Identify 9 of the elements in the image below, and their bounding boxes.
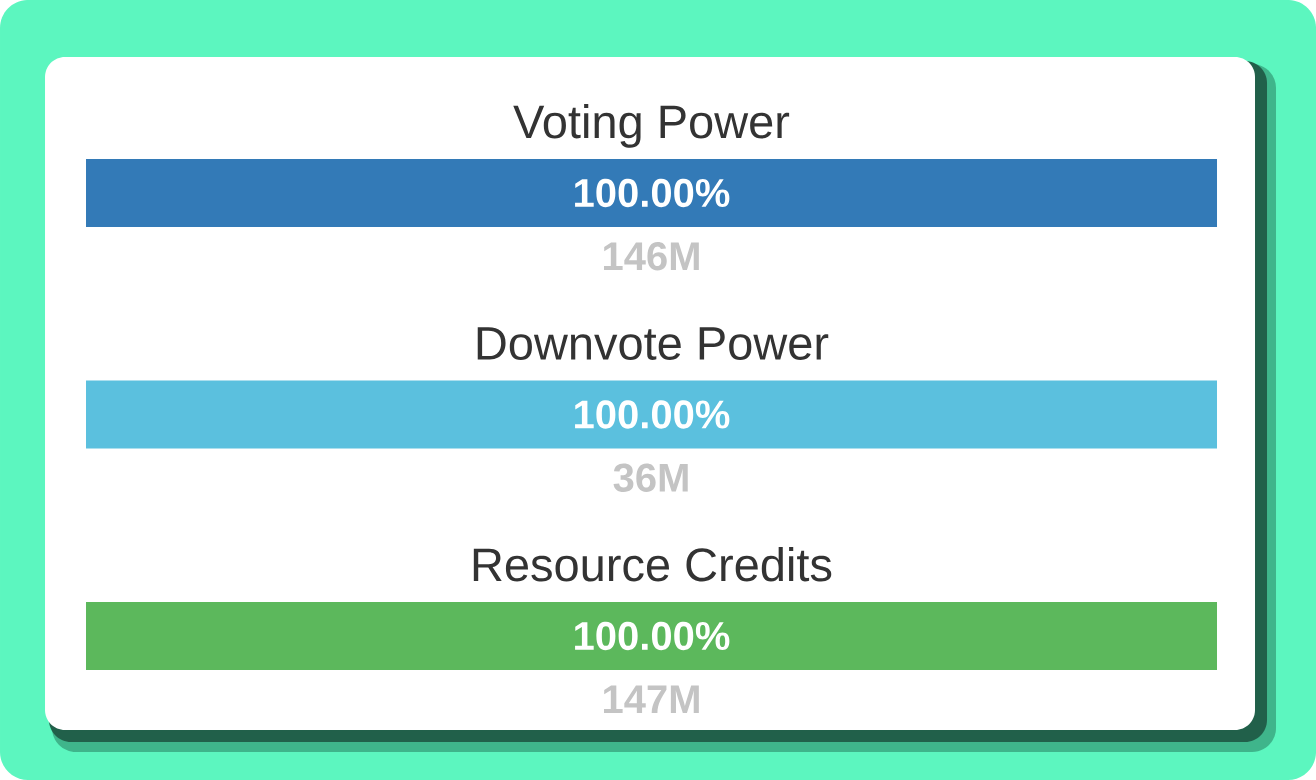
category-label: Resource Credits bbox=[473, 546, 832, 582]
category-label: Voting Power bbox=[513, 103, 790, 148]
category-label: Downvote Power bbox=[477, 327, 829, 360]
text: 147M bbox=[603, 685, 699, 713]
data-label: 100.00% bbox=[575, 400, 730, 429]
text: 36M bbox=[613, 463, 688, 492]
data-label: 100.00% bbox=[575, 621, 730, 651]
text: 146M bbox=[603, 242, 699, 271]
data-label: 100.00% bbox=[575, 178, 730, 208]
